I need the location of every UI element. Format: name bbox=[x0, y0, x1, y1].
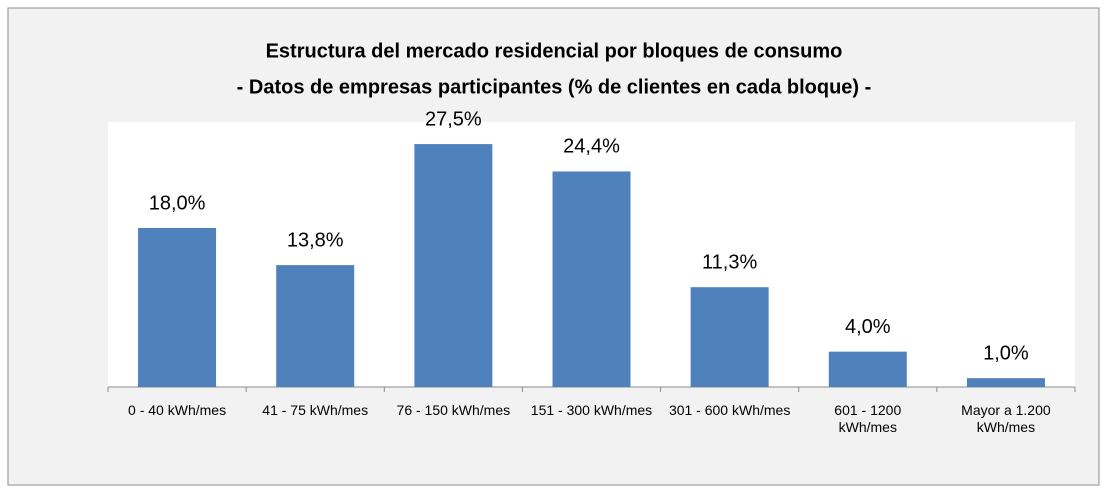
bar bbox=[966, 378, 1045, 387]
x-tick-label: 151 - 300 kWh/mes bbox=[530, 402, 653, 418]
bar bbox=[690, 287, 769, 387]
x-tick-label: 0 - 40 kWh/mes bbox=[128, 402, 227, 418]
data-label: 27,5% bbox=[425, 108, 482, 130]
chart-title: Estructura del mercado residencial por b… bbox=[266, 40, 843, 62]
data-label: 11,3% bbox=[702, 251, 757, 273]
bar bbox=[552, 171, 631, 387]
data-label: 24,4% bbox=[563, 136, 620, 158]
data-label: 4,0% bbox=[845, 316, 891, 338]
x-tick-label: 41 - 75 kWh/mes bbox=[262, 402, 369, 418]
chart-subtitle: - Datos de empresas participantes (% de … bbox=[237, 76, 872, 98]
data-label: 18,0% bbox=[149, 192, 206, 214]
bar bbox=[414, 144, 493, 387]
x-tick-label: 76 - 150 kWh/mes bbox=[396, 402, 511, 418]
x-tick-label: 301 - 600 kWh/mes bbox=[668, 402, 791, 418]
bar bbox=[828, 351, 907, 387]
data-label: 1,0% bbox=[983, 342, 1029, 364]
x-tick-label: 601 - 1200 kWh/mes bbox=[834, 402, 902, 435]
data-label: 13,8% bbox=[287, 229, 344, 251]
bar bbox=[138, 228, 217, 387]
bar bbox=[276, 265, 355, 387]
x-tick-label: Mayor a 1.200 kWh/mes bbox=[961, 402, 1051, 435]
